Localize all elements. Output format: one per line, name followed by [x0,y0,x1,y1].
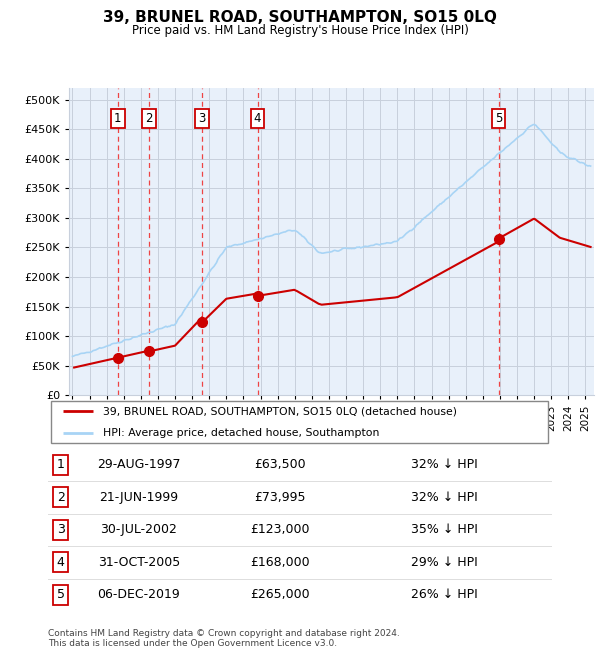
Text: 29% ↓ HPI: 29% ↓ HPI [411,556,478,569]
Text: 39, BRUNEL ROAD, SOUTHAMPTON, SO15 0LQ: 39, BRUNEL ROAD, SOUTHAMPTON, SO15 0LQ [103,10,497,25]
Text: 5: 5 [495,112,502,125]
Text: 06-DEC-2019: 06-DEC-2019 [97,588,180,601]
Text: 1: 1 [56,458,65,471]
Text: 4: 4 [56,556,65,569]
Text: 2: 2 [56,491,65,504]
Text: 31-OCT-2005: 31-OCT-2005 [98,556,180,569]
Text: 21-JUN-1999: 21-JUN-1999 [99,491,178,504]
Text: 4: 4 [254,112,262,125]
Text: HPI: Average price, detached house, Southampton: HPI: Average price, detached house, Sout… [103,428,380,437]
Text: 39, BRUNEL ROAD, SOUTHAMPTON, SO15 0LQ (detached house): 39, BRUNEL ROAD, SOUTHAMPTON, SO15 0LQ (… [103,406,457,416]
Text: £265,000: £265,000 [250,588,310,601]
Text: 1: 1 [114,112,122,125]
Text: Price paid vs. HM Land Registry's House Price Index (HPI): Price paid vs. HM Land Registry's House … [131,24,469,37]
Text: £123,000: £123,000 [250,523,310,536]
Text: 32% ↓ HPI: 32% ↓ HPI [411,491,478,504]
FancyBboxPatch shape [50,401,548,443]
Text: 3: 3 [199,112,206,125]
Text: Contains HM Land Registry data © Crown copyright and database right 2024.
This d: Contains HM Land Registry data © Crown c… [48,629,400,648]
Text: £168,000: £168,000 [250,556,310,569]
Text: 30-JUL-2002: 30-JUL-2002 [100,523,177,536]
Text: £63,500: £63,500 [254,458,305,471]
Text: 32% ↓ HPI: 32% ↓ HPI [411,458,478,471]
Text: 35% ↓ HPI: 35% ↓ HPI [411,523,478,536]
Text: 3: 3 [56,523,65,536]
Text: 2: 2 [145,112,152,125]
Text: 29-AUG-1997: 29-AUG-1997 [97,458,181,471]
Text: 26% ↓ HPI: 26% ↓ HPI [411,588,478,601]
Text: £73,995: £73,995 [254,491,305,504]
Text: 5: 5 [56,588,65,601]
